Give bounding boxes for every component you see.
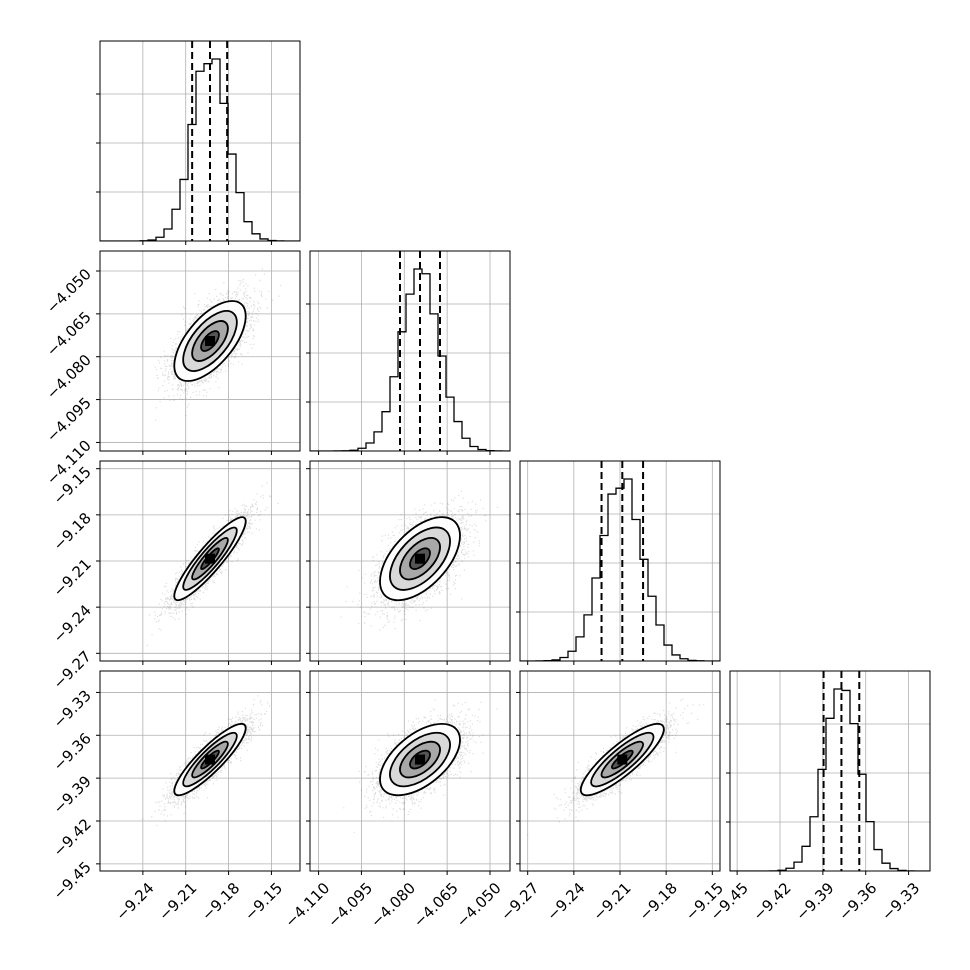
histogram-3: [730, 688, 930, 871]
x-tick-label: −4.110: [281, 879, 333, 931]
density-peak: [415, 553, 425, 564]
panel-content: [154, 268, 282, 421]
x-tick-label: −4.065: [410, 879, 462, 931]
panel-content: [100, 41, 300, 241]
y-tick-label: −9.21: [50, 555, 95, 600]
x-tick-label: −9.24: [543, 879, 588, 924]
y-tick-label: −4.065: [43, 308, 95, 360]
panel-frame: [309, 250, 511, 452]
panel-frame: [99, 670, 301, 872]
y-tick-label: −9.39: [50, 772, 95, 817]
panel-2-1: [306, 460, 511, 665]
panel-frame: [99, 250, 301, 452]
x-tick-label: −9.39: [792, 879, 837, 924]
panel-frame: [99, 460, 301, 662]
y-tick-label: −9.27: [50, 647, 95, 692]
panel-3-0: [96, 670, 301, 875]
density-peak: [205, 336, 215, 346]
panel-content: [520, 461, 720, 661]
panel-2-0: [96, 460, 301, 665]
panel-content: [141, 695, 271, 827]
y-tick-label: −4.080: [43, 351, 95, 403]
panel-content: [527, 698, 705, 836]
x-tick-label: −9.27: [497, 879, 542, 924]
panel-3-3: [726, 670, 931, 875]
x-tick-label: −4.080: [367, 879, 419, 931]
y-tick-label: −9.33: [50, 687, 95, 732]
density-peak: [205, 553, 215, 564]
panel-3-2: [516, 670, 721, 875]
panel-1-1: [306, 250, 511, 455]
x-tick-label: −9.18: [636, 879, 681, 924]
x-tick-label: −4.050: [453, 879, 505, 931]
panel-content: [340, 490, 499, 631]
x-tick-label: −9.21: [590, 879, 635, 924]
panel-2-2: [516, 460, 721, 665]
x-tick-label: −9.24: [112, 879, 157, 924]
panel-content: [146, 482, 279, 647]
panel-1-0: [96, 250, 301, 455]
y-tick-label: −4.050: [43, 265, 95, 317]
panel-frame: [309, 670, 511, 872]
panel-3-1: [306, 670, 511, 875]
panel-frame: [309, 460, 511, 662]
x-tick-label: −9.33: [878, 879, 923, 924]
x-tick-label: −9.42: [750, 879, 795, 924]
x-tick-label: −9.21: [155, 879, 200, 924]
histogram-0: [100, 58, 300, 241]
panel-frame: [519, 670, 721, 872]
panel-content: [343, 699, 498, 833]
histogram-1: [310, 268, 510, 451]
y-tick-label: −9.24: [50, 601, 95, 646]
y-tick-label: −9.18: [50, 509, 95, 554]
density-peak: [617, 754, 628, 765]
x-tick-label: −9.15: [241, 879, 286, 924]
panel-0-0: [96, 40, 301, 245]
panel-frame: [519, 460, 721, 662]
y-tick-label: −4.095: [43, 394, 95, 446]
panel-content: [310, 251, 510, 451]
histogram-2: [520, 478, 720, 661]
y-tick-label: −9.36: [50, 729, 95, 774]
panel-frame: [729, 670, 931, 872]
density-peak: [415, 754, 425, 765]
y-tick-label: −9.42: [50, 815, 95, 860]
x-tick-label: −4.095: [324, 879, 376, 931]
density-peak: [205, 754, 215, 765]
panel-content: [730, 671, 930, 871]
x-tick-label: −9.36: [835, 879, 880, 924]
panel-frame: [99, 40, 301, 242]
y-tick-label: −9.45: [50, 858, 95, 903]
x-tick-label: −9.18: [198, 879, 243, 924]
